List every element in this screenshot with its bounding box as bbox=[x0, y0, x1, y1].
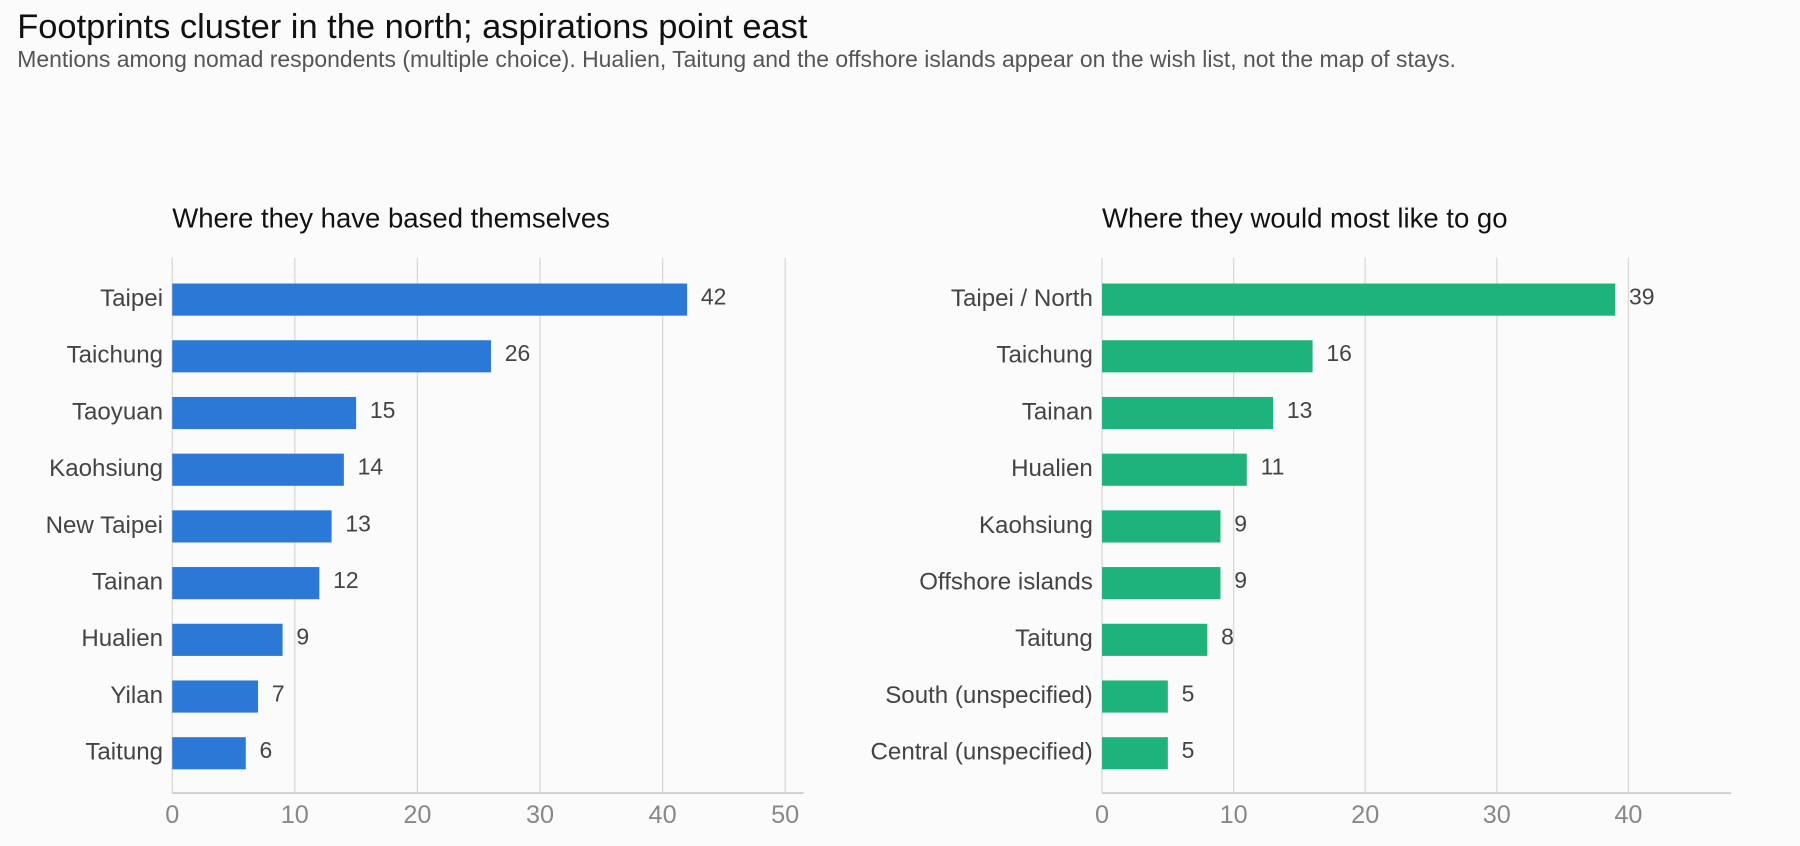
value-label: 9 bbox=[296, 624, 309, 650]
y-tick-label: Hualien bbox=[81, 625, 163, 652]
y-tick-label: Taichung bbox=[67, 342, 163, 369]
value-label: 13 bbox=[345, 510, 371, 536]
bar bbox=[1102, 340, 1313, 373]
value-label: 39 bbox=[1629, 284, 1655, 310]
x-tick-label: 10 bbox=[281, 801, 309, 829]
x-tick-label: 40 bbox=[649, 801, 677, 829]
value-label: 26 bbox=[505, 340, 531, 366]
y-tick-label: Hualien bbox=[1011, 455, 1093, 482]
value-label: 16 bbox=[1326, 340, 1352, 366]
bar bbox=[1102, 737, 1168, 770]
y-tick-label: Tainan bbox=[92, 568, 163, 595]
bar bbox=[1102, 680, 1168, 713]
value-label: 8 bbox=[1221, 624, 1234, 650]
bar bbox=[172, 737, 246, 770]
value-label: 5 bbox=[1182, 680, 1195, 706]
page-title: Footprints cluster in the north; aspirat… bbox=[17, 8, 808, 46]
x-tick-label: 40 bbox=[1614, 801, 1642, 829]
y-tick-label: Central (unspecified) bbox=[871, 739, 1093, 766]
value-label: 9 bbox=[1234, 510, 1247, 536]
value-label: 42 bbox=[701, 284, 727, 310]
y-tick-label: Offshore islands bbox=[919, 568, 1093, 595]
value-label: 9 bbox=[1234, 567, 1247, 593]
bar bbox=[172, 510, 332, 543]
value-label: 5 bbox=[1182, 737, 1195, 763]
value-label: 14 bbox=[358, 454, 384, 480]
chart-title: Where they have based themselves bbox=[172, 203, 610, 234]
value-label: 7 bbox=[272, 680, 285, 706]
bar bbox=[1102, 453, 1247, 486]
chart-title: Where they would most like to go bbox=[1102, 203, 1508, 234]
y-tick-label: Kaohsiung bbox=[49, 455, 163, 482]
x-tick-label: 30 bbox=[526, 801, 554, 829]
x-tick-label: 10 bbox=[1220, 801, 1248, 829]
page-subtitle: Mentions among nomad respondents (multip… bbox=[17, 46, 1456, 72]
bar bbox=[1102, 510, 1221, 543]
bar bbox=[172, 396, 357, 430]
bar bbox=[172, 567, 320, 600]
value-label: 12 bbox=[333, 567, 359, 593]
bar bbox=[172, 283, 688, 316]
x-tick-label: 0 bbox=[1095, 801, 1109, 829]
y-tick-label: Taichung bbox=[996, 342, 1092, 369]
y-tick-label: Taoyuan bbox=[72, 398, 163, 425]
y-tick-label: Yilan bbox=[110, 682, 163, 709]
y-tick-label: Kaohsiung bbox=[979, 512, 1093, 539]
bar bbox=[1102, 567, 1221, 600]
y-tick-label: New Taipei bbox=[46, 512, 163, 539]
bar bbox=[1102, 623, 1208, 656]
value-label: 6 bbox=[260, 737, 273, 763]
bar bbox=[172, 623, 283, 656]
y-tick-label: Tainan bbox=[1022, 398, 1093, 425]
y-tick-label: Taitung bbox=[85, 739, 163, 766]
bar bbox=[1102, 396, 1274, 430]
x-tick-label: 20 bbox=[403, 801, 431, 829]
y-tick-label: Taitung bbox=[1015, 625, 1093, 652]
bar bbox=[172, 680, 259, 713]
y-tick-label: Taipei bbox=[100, 285, 163, 312]
y-tick-label: Taipei / North bbox=[951, 285, 1093, 312]
x-tick-label: 30 bbox=[1483, 801, 1511, 829]
x-tick-label: 50 bbox=[771, 801, 799, 829]
x-tick-label: 20 bbox=[1351, 801, 1379, 829]
bar bbox=[172, 340, 491, 373]
bar bbox=[172, 453, 344, 486]
bar bbox=[1102, 283, 1616, 316]
x-tick-label: 0 bbox=[165, 801, 179, 829]
y-tick-label: South (unspecified) bbox=[885, 682, 1093, 709]
value-label: 13 bbox=[1287, 397, 1313, 423]
value-label: 11 bbox=[1261, 454, 1285, 480]
value-label: 15 bbox=[370, 397, 396, 423]
